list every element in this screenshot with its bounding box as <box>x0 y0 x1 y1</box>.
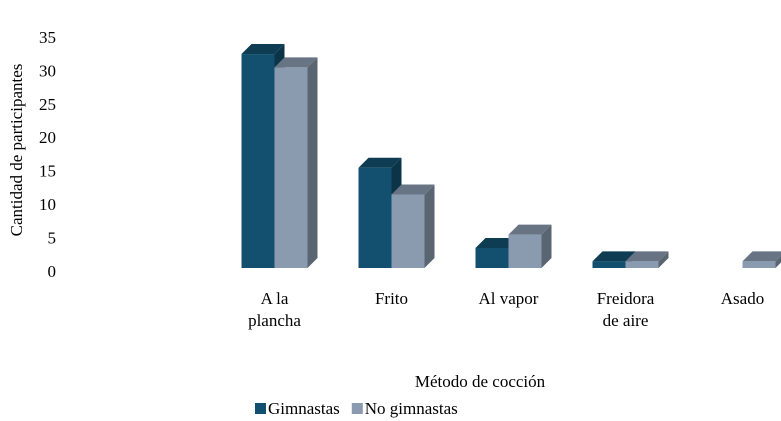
y-tick-label: 25 <box>39 95 56 114</box>
legend-swatch <box>255 403 266 414</box>
x-tick-label: A la plancha <box>248 289 301 330</box>
bar-top <box>391 184 435 195</box>
bar-side <box>775 255 781 268</box>
bar-top <box>625 251 669 262</box>
legend-label: Gimnastas <box>268 399 340 418</box>
y-tick-label: 10 <box>39 195 56 214</box>
y-axis-title: Cantidad de participantes <box>7 64 26 237</box>
x-tick-label: Frito <box>374 289 409 308</box>
bar-side <box>307 57 318 268</box>
y-tick-label: 15 <box>39 162 56 181</box>
bar-top <box>592 251 636 262</box>
legend-swatch <box>351 403 363 414</box>
bar-top <box>742 251 781 262</box>
y-tick-label: 20 <box>39 128 56 147</box>
bar <box>274 57 318 268</box>
bar-side <box>541 224 552 268</box>
bar-front <box>625 261 659 268</box>
bar <box>508 224 552 268</box>
bar-top <box>274 57 318 68</box>
x-tick-label: Asado <box>720 289 765 308</box>
bar-front <box>508 234 542 268</box>
bar-top <box>358 157 402 168</box>
y-tick-label: 30 <box>39 61 56 80</box>
bar-front <box>241 54 275 268</box>
bar-front <box>592 261 626 268</box>
bar-side <box>424 184 435 268</box>
x-axis-title: Método de cocción <box>415 372 546 391</box>
x-tick-label: Freidora de aire <box>596 289 655 330</box>
x-tick-label: Al vapor <box>478 289 539 308</box>
bar-front <box>475 247 509 268</box>
bar-front <box>742 261 776 268</box>
bar <box>742 251 781 268</box>
bar-top <box>508 224 552 235</box>
bar-front <box>274 67 308 268</box>
bar-front <box>391 194 425 268</box>
bar <box>625 251 669 268</box>
legend-label: No gimnastas <box>365 399 458 418</box>
bar-side <box>658 251 669 268</box>
y-tick-label: 35 <box>39 28 56 47</box>
bar-front <box>358 167 392 268</box>
bar <box>391 184 435 268</box>
bar-top <box>475 237 519 248</box>
bar <box>358 157 402 268</box>
y-tick-label: 0 <box>48 262 57 281</box>
bar-top <box>241 44 285 55</box>
y-tick-label: 5 <box>48 228 57 247</box>
